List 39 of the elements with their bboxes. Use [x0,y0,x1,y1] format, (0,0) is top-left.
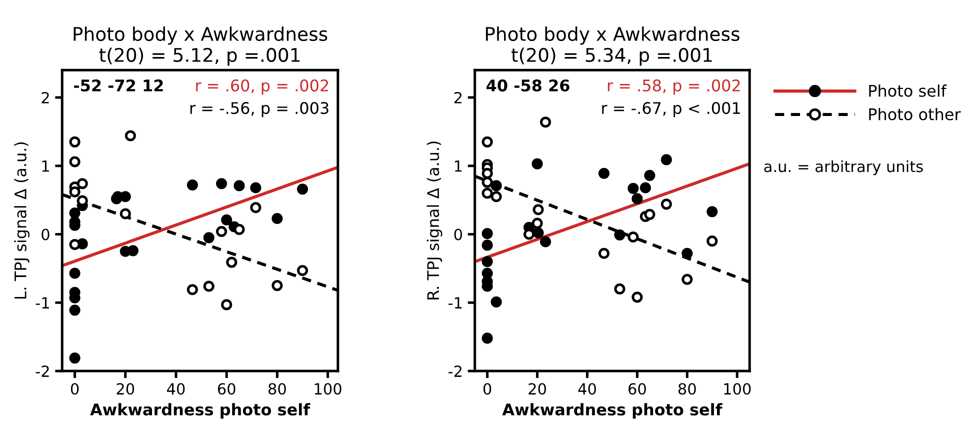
y-tick-label: -2 [36,365,49,377]
x-tick-label: 20 [528,383,546,395]
chart-title: Photo body x Awkwardness [486,26,740,45]
x-axis-title: Awkwardness photo self [502,403,722,419]
x-tick-label: 100 [724,383,751,395]
chart-subtitle: t(20) = 5.12, p =.001 [99,48,300,66]
y-tick-label: 1 [454,160,462,172]
text: Photo other [869,108,961,120]
annotation: r = .58, p = .002 [608,79,740,95]
y-tick-label: -2 [448,365,462,377]
annotation: -52 -72 12 [74,79,163,92]
annotation: r = .60, p = .002 [196,79,328,95]
x-tick-label: 100 [314,383,342,395]
x-tick-label: 0 [483,383,492,395]
text: Photo self [869,84,947,97]
annotation: r = -.67, p < .001 [602,102,740,118]
chart-subtitle: t(20) = 5.34, p =.001 [511,48,712,66]
y-tick-label: 0 [42,228,50,240]
x-tick-label: 40 [167,383,185,395]
annotation: 40 -58 26 [486,79,570,92]
annotation: r = -.56, p = .003 [190,102,328,118]
y-tick-label: -1 [448,297,462,308]
y-tick-label: 1 [42,160,49,172]
chart-title: Photo body x Awkwardness [74,26,328,45]
x-tick-label: 20 [116,383,134,395]
y-axis-title: L. TPJ signal Δ (a.u.) [14,142,30,299]
x-tick-label: 80 [678,383,696,395]
x-axis-title: Awkwardness photo self [90,403,310,419]
x-tick-label: 40 [578,383,596,395]
x-tick-label: 60 [628,383,646,395]
text: a.u. = arbitrary units [764,160,923,176]
y-tick-label: 2 [454,92,462,104]
y-axis-title: R. TPJ signal Δ (a.u.) [426,142,442,300]
y-tick-label: -1 [36,297,49,308]
x-tick-label: 80 [268,383,286,395]
y-tick-label: 0 [454,228,462,240]
x-tick-label: 60 [218,383,236,395]
y-tick-label: 2 [42,92,49,104]
x-tick-label: 0 [70,383,79,395]
